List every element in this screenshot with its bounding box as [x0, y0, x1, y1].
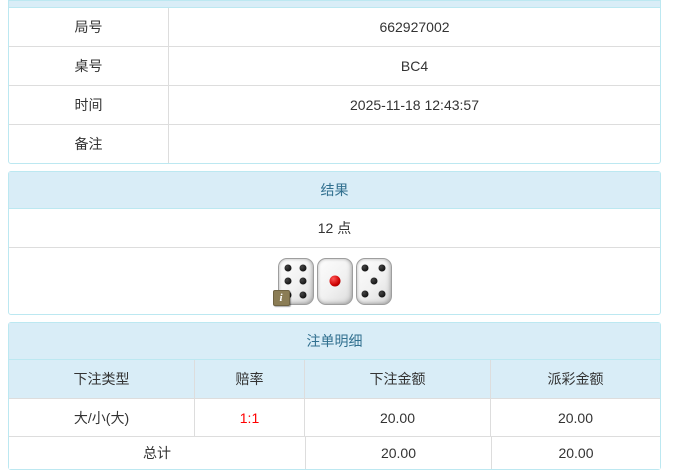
pip: [378, 290, 386, 298]
pip: [370, 277, 377, 285]
table-row: 桌号 BC4: [9, 46, 660, 85]
pip: [361, 290, 369, 298]
bet-details-panel: 注单明细 下注类型 赔率 下注金额 派彩金额 大/小(大) 1:1 20.00 …: [8, 322, 661, 470]
table-id-value: BC4: [400, 58, 429, 74]
col-bet-type: 下注类型: [9, 360, 194, 398]
remark-value: [169, 125, 660, 163]
table-row: 时间 2025-11-18 12:43:57: [9, 85, 660, 124]
pip: [378, 264, 386, 272]
die-1-icon: [316, 257, 353, 305]
pip: [299, 291, 307, 298]
pip: [361, 264, 369, 272]
total-row: 总计 20.00 20.00: [9, 436, 660, 469]
total-label: 总计: [9, 436, 305, 469]
total-payout-amount: 20.00: [491, 436, 660, 469]
result-panel-title: 结果: [9, 172, 660, 209]
info-badge-icon[interactable]: i: [272, 289, 290, 306]
col-odds: 赔率: [194, 360, 304, 398]
time-label: 时间: [9, 86, 169, 124]
game-info-panel-heading: [9, 1, 660, 8]
table-row: 备注: [9, 124, 660, 163]
bet-row: 大/小(大) 1:1 20.00 20.00: [9, 398, 660, 436]
game-info-panel: 局号 662927002 桌号 BC4 时间 2025-11-18 12:43:…: [8, 0, 661, 164]
col-bet-amount: 下注金额: [304, 360, 490, 398]
game-info-table: 局号 662927002 桌号 BC4 时间 2025-11-18 12:43:…: [9, 8, 660, 163]
total-bet-amount: 20.00: [305, 436, 491, 469]
result-points: 12 点: [9, 209, 660, 248]
time-value: 2025-11-18 12:43:57: [350, 97, 479, 113]
pip: [284, 277, 292, 285]
pip: [299, 264, 307, 271]
red-pip: [329, 275, 340, 287]
odds-value: 1:1: [194, 398, 304, 436]
result-panel: 结果 12 点 i: [8, 171, 661, 315]
table-row: 局号 662927002: [9, 8, 660, 46]
bet-amount-value: 20.00: [304, 398, 490, 436]
round-id-label: 局号: [9, 8, 169, 46]
dice-row: i: [9, 248, 660, 314]
remark-label: 备注: [9, 125, 169, 163]
pip: [284, 264, 292, 271]
bet-type-value: 大/小(大): [9, 398, 194, 436]
round-id-value: 662927002: [379, 19, 450, 35]
die-5-icon: [355, 257, 392, 305]
die-6-icon: i: [272, 257, 314, 306]
bet-details-title: 注单明细: [9, 323, 660, 360]
col-payout-amount: 派彩金额: [490, 360, 660, 398]
pip: [299, 277, 307, 285]
bet-table-header-row: 下注类型 赔率 下注金额 派彩金额: [9, 360, 660, 398]
payout-amount-value: 20.00: [490, 398, 660, 436]
table-id-label: 桌号: [9, 47, 169, 85]
